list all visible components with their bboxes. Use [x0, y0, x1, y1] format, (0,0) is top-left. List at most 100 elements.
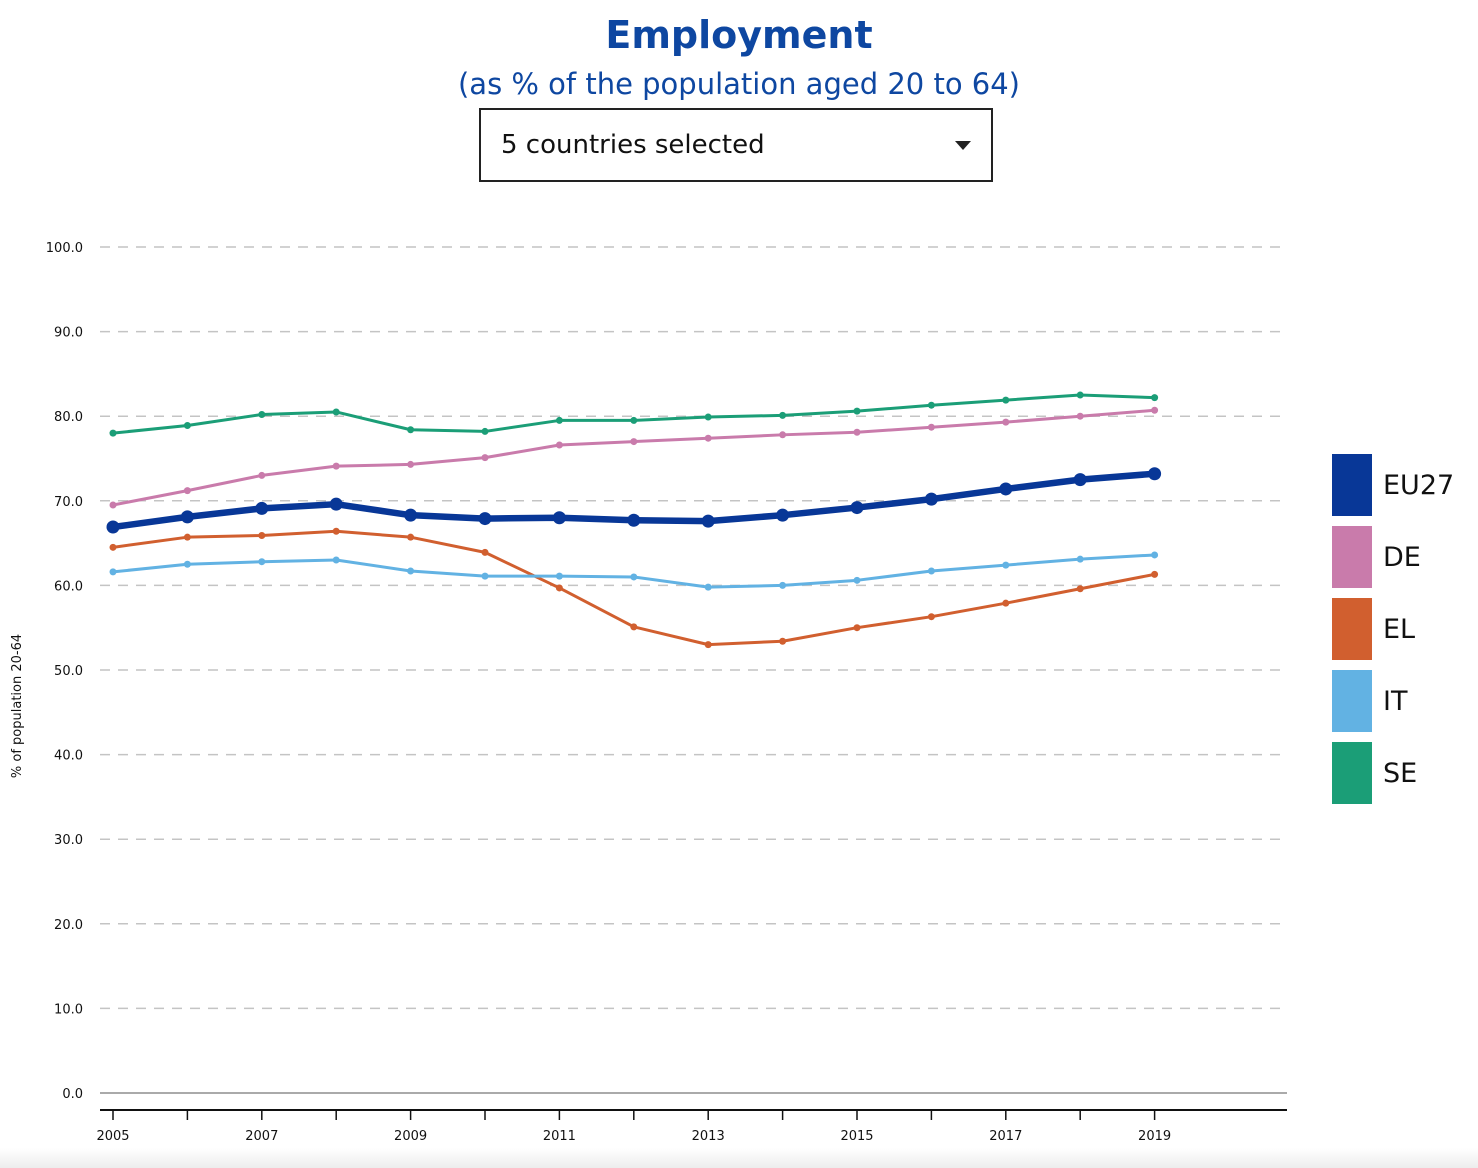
data-point-el: [258, 531, 266, 539]
legend-label-se: SE: [1383, 757, 1418, 789]
country-selector-label: 5 countries selected: [501, 130, 765, 160]
data-point-de: [258, 471, 266, 479]
data-point-it: [630, 573, 638, 581]
data-point-el: [555, 584, 563, 592]
data-point-el: [779, 637, 787, 645]
series-line-se: [111, 393, 1157, 435]
data-point-de: [1076, 412, 1084, 420]
legend-label-eu27: EU27: [1383, 469, 1455, 501]
data-point-se: [332, 408, 340, 416]
legend-swatch-de: [1332, 526, 1372, 588]
legend-label-el: EL: [1383, 613, 1416, 645]
x-tick-label: 2005: [96, 1129, 129, 1144]
data-point-se: [1002, 396, 1010, 404]
legend-item-de[interactable]: DE: [1332, 526, 1454, 588]
data-point-el: [853, 624, 861, 632]
data-point-de: [481, 454, 489, 462]
data-point-it: [1151, 551, 1159, 559]
y-tick-label: 100.0: [46, 241, 83, 256]
data-point-it: [704, 583, 712, 591]
y-tick-label: 80.0: [54, 410, 83, 425]
data-point-de: [1002, 418, 1010, 426]
data-point-el: [927, 613, 935, 621]
legend-swatch-eu27: [1332, 454, 1372, 516]
legend-label-it: IT: [1383, 685, 1408, 717]
data-point-eu27: [106, 520, 120, 534]
data-point-de: [779, 431, 787, 439]
y-tick-label: 20.0: [54, 918, 83, 933]
data-point-se: [1151, 394, 1159, 402]
data-point-it: [853, 576, 861, 584]
data-point-eu27: [1148, 467, 1162, 481]
legend-item-eu27[interactable]: EU27: [1332, 454, 1454, 516]
chart-title: Employment: [605, 13, 873, 57]
data-point-it: [779, 581, 787, 589]
data-point-se: [853, 407, 861, 415]
legend-item-se[interactable]: SE: [1332, 742, 1454, 804]
x-tick-label: 2019: [1138, 1129, 1171, 1144]
country-selector-dropdown[interactable]: 5 countries selected: [479, 108, 993, 182]
x-tick-label: 2017: [989, 1129, 1022, 1144]
y-tick-label: 70.0: [54, 495, 83, 510]
data-point-de: [853, 428, 861, 436]
data-point-it: [1002, 561, 1010, 569]
data-point-de: [407, 460, 415, 468]
legend-item-el[interactable]: EL: [1332, 598, 1454, 660]
data-point-eu27: [924, 492, 938, 506]
data-point-se: [1076, 391, 1084, 399]
legend-item-it[interactable]: IT: [1332, 670, 1454, 732]
x-tick-label: 2007: [245, 1129, 278, 1144]
data-point-eu27: [1073, 473, 1087, 487]
x-tick-label: 2011: [543, 1129, 576, 1144]
data-point-it: [407, 567, 415, 575]
data-point-de: [109, 501, 117, 509]
data-point-eu27: [255, 501, 269, 515]
data-point-de: [555, 441, 563, 449]
data-point-de: [183, 487, 191, 495]
data-point-eu27: [404, 508, 418, 522]
x-tick-label: 2009: [394, 1129, 427, 1144]
y-axis-label: % of population 20-64: [10, 634, 25, 778]
y-tick-label: 40.0: [54, 749, 83, 764]
data-point-se: [183, 422, 191, 430]
data-point-it: [332, 556, 340, 564]
data-point-el: [1002, 599, 1010, 607]
legend-swatch-se: [1332, 742, 1372, 804]
legend-swatch-el: [1332, 598, 1372, 660]
data-point-se: [407, 426, 415, 434]
data-point-se: [630, 416, 638, 424]
y-tick-label: 50.0: [54, 664, 83, 679]
y-tick-label: 60.0: [54, 579, 83, 594]
chart-subtitle: (as % of the population aged 20 to 64): [457, 67, 1021, 101]
data-point-de: [927, 423, 935, 431]
x-tick-label: 2013: [692, 1129, 725, 1144]
data-point-eu27: [552, 511, 566, 525]
data-point-se: [258, 411, 266, 419]
data-point-eu27: [478, 512, 492, 526]
data-point-el: [1151, 570, 1159, 578]
legend-swatch-it: [1332, 670, 1372, 732]
data-point-it: [1076, 555, 1084, 563]
x-tick-label: 2015: [840, 1129, 873, 1144]
y-tick-label: 0.0: [62, 1087, 83, 1102]
data-point-el: [704, 641, 712, 649]
series-line-it: [111, 553, 1157, 589]
legend: EU27 DE EL IT SE: [1332, 454, 1454, 814]
data-point-de: [332, 462, 340, 470]
data-point-eu27: [776, 508, 790, 522]
data-point-it: [183, 560, 191, 568]
y-tick-label: 30.0: [54, 833, 83, 848]
data-point-it: [109, 568, 117, 576]
data-point-se: [481, 427, 489, 435]
caret-down-icon: [955, 140, 971, 150]
data-point-eu27: [999, 482, 1013, 496]
data-point-de: [1151, 406, 1159, 414]
page-bottom-shade: [0, 1148, 1478, 1168]
data-point-el: [481, 548, 489, 556]
data-point-eu27: [329, 497, 343, 511]
data-point-el: [332, 527, 340, 535]
data-point-it: [555, 572, 563, 580]
data-point-de: [630, 438, 638, 446]
y-tick-label: 10.0: [54, 1002, 83, 1017]
